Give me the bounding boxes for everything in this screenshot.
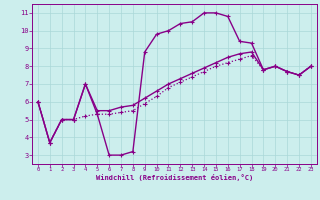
X-axis label: Windchill (Refroidissement éolien,°C): Windchill (Refroidissement éolien,°C) xyxy=(96,174,253,181)
